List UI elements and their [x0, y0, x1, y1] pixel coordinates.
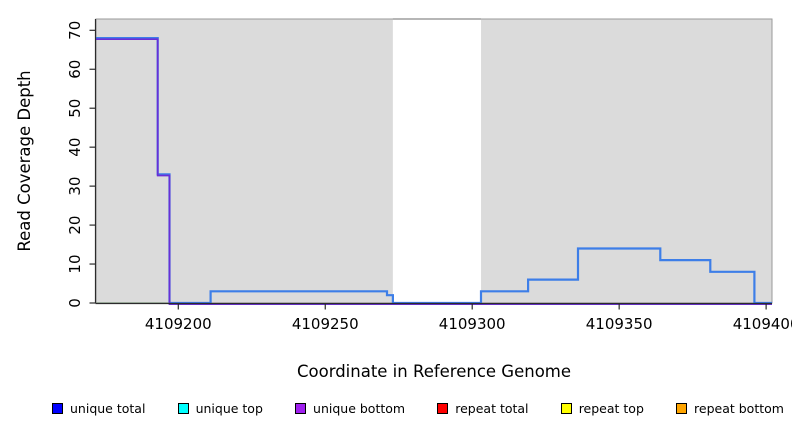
- y-tick-label: 0: [66, 298, 84, 308]
- legend-label: unique top: [195, 400, 263, 416]
- x-tick-label: 4109200: [145, 315, 212, 333]
- legend-swatch-repeat-total: [437, 402, 449, 414]
- y-tick-label: 50: [66, 99, 84, 118]
- y-tick-label: 30: [66, 177, 84, 196]
- legend-item-unique-top: unique top: [177, 400, 263, 416]
- legend-item-unique-bottom: unique bottom: [295, 401, 405, 416]
- legend-item-repeat-bottom: repeat bottom: [676, 401, 784, 416]
- legend-swatch-unique-top: [177, 402, 189, 414]
- legend-label: repeat top: [578, 400, 644, 416]
- masked-region: [392, 19, 482, 303]
- legend-item-repeat-top: repeat top: [560, 400, 644, 416]
- y-axis-title: Read Coverage Depth: [15, 70, 34, 251]
- legend-label: unique bottom: [313, 400, 406, 416]
- legend-label: repeat bottom: [694, 400, 784, 416]
- y-tick-label: 10: [66, 254, 84, 273]
- legend-swatch-repeat-top: [560, 402, 572, 414]
- legend-label: unique total: [70, 400, 146, 416]
- legend-swatch-unique-bottom: [295, 402, 307, 414]
- y-tick-label: 20: [66, 216, 84, 235]
- y-tick-label: 60: [66, 60, 84, 79]
- x-axis-title: Coordinate in Reference Genome: [297, 362, 571, 381]
- legend-swatch-unique-total: [52, 402, 63, 414]
- legend-item-repeat-total: repeat total: [437, 400, 529, 416]
- y-tick-label: 40: [66, 138, 84, 157]
- legend-label: repeat total: [455, 400, 529, 416]
- legend-swatch-repeat-bottom: [676, 402, 688, 414]
- legend: unique total unique top unique bottom repea…: [52, 398, 784, 418]
- legend-item-unique-total: unique total: [52, 401, 145, 416]
- y-tick-label: 70: [66, 21, 84, 40]
- x-tick-label: 4109300: [439, 315, 506, 333]
- x-tick-label: 4109350: [586, 315, 653, 333]
- x-tick-label: 4109250: [292, 315, 359, 333]
